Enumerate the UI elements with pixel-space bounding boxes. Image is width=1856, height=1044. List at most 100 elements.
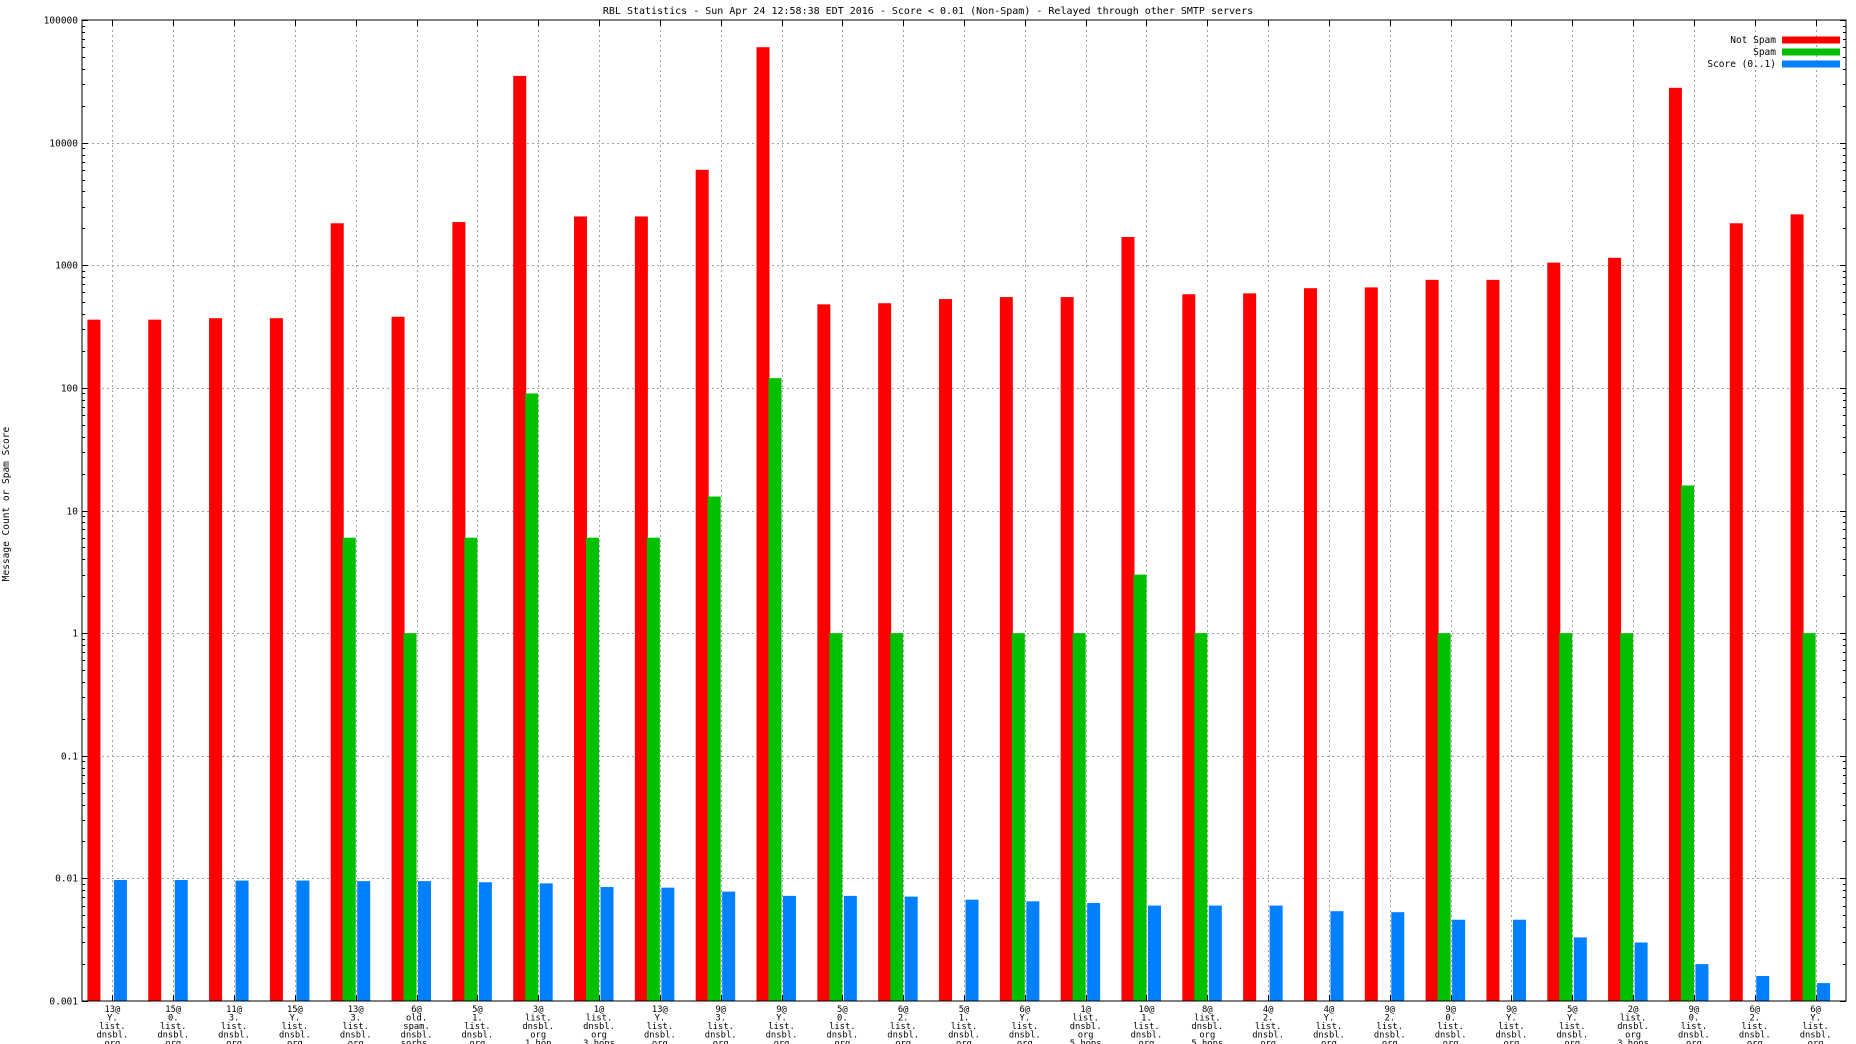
bar-spam — [1802, 633, 1816, 1001]
legend-label: Spam — [1753, 47, 1776, 58]
bar-not-spam — [999, 297, 1013, 1001]
bar-spam — [525, 393, 539, 1001]
legend-swatch — [1782, 36, 1840, 44]
y-tick-label: 10 — [67, 507, 79, 518]
bar-spam — [586, 537, 600, 1001]
bar-score-0-1 — [1147, 905, 1161, 1001]
y-tick-label: 1000 — [55, 261, 78, 272]
y-tick-label: 10000 — [49, 139, 78, 150]
bar-spam — [768, 378, 782, 1001]
bar-score-0-1 — [1330, 911, 1344, 1001]
bar-not-spam — [634, 216, 648, 1001]
bars-layer — [87, 47, 1831, 1002]
y-tick-label: 100 — [61, 384, 78, 395]
bar-score-0-1 — [1634, 942, 1648, 1001]
legend-label: Score (0..1) — [1707, 59, 1776, 70]
legend-label: Not Spam — [1730, 35, 1776, 46]
bar-not-spam — [1729, 223, 1743, 1001]
bar-not-spam — [574, 216, 588, 1001]
bar-spam — [1437, 633, 1451, 1001]
grid-layer — [82, 20, 1846, 1001]
bar-not-spam — [1060, 297, 1074, 1001]
bar-not-spam — [1668, 87, 1682, 1002]
bar-score-0-1 — [1573, 937, 1587, 1001]
bar-score-0-1 — [296, 880, 310, 1001]
bar-score-0-1 — [722, 891, 736, 1001]
bar-spam — [1011, 633, 1025, 1001]
x-tick-label: 1@ list. dnsbl. org 3 hops — [583, 1005, 615, 1044]
bar-spam — [1559, 633, 1573, 1001]
bar-score-0-1 — [1087, 902, 1101, 1001]
y-tick-label: 0.01 — [55, 874, 78, 885]
y-axis-label: Message Count or Spam Score — [1, 427, 12, 582]
bar-spam — [707, 496, 721, 1001]
bar-not-spam — [1425, 279, 1439, 1001]
bar-spam — [1133, 574, 1147, 1001]
bar-score-0-1 — [661, 887, 675, 1001]
bar-not-spam — [452, 222, 466, 1002]
bar-spam — [403, 633, 417, 1001]
bar-score-0-1 — [174, 879, 188, 1001]
bar-not-spam — [148, 319, 162, 1001]
bar-score-0-1 — [1208, 905, 1222, 1001]
bar-not-spam — [1486, 279, 1500, 1001]
bar-not-spam — [1790, 214, 1804, 1001]
y-tick-label: 100000 — [44, 16, 79, 27]
bar-score-0-1 — [478, 882, 492, 1001]
bar-not-spam — [87, 319, 101, 1001]
bar-not-spam — [209, 318, 223, 1002]
x-tick-label: 8@ list. dnsbl. org 5 hops — [1191, 1005, 1223, 1044]
chart-title: RBL Statistics - Sun Apr 24 12:58:38 EDT… — [603, 6, 1253, 17]
bar-score-0-1 — [1269, 905, 1283, 1001]
bar-not-spam — [1608, 257, 1622, 1002]
x-tick-label: 6@old.spam.dnsbl.sorbs.net5 hops — [401, 1005, 433, 1044]
bar-not-spam — [513, 75, 527, 1002]
bar-not-spam — [1547, 262, 1561, 1001]
bar-spam — [1680, 485, 1694, 1001]
bar-score-0-1 — [1512, 919, 1526, 1001]
bar-score-0-1 — [904, 896, 918, 1001]
bar-not-spam — [330, 223, 344, 1001]
bar-score-0-1 — [965, 899, 979, 1001]
bar-score-0-1 — [1452, 919, 1466, 1001]
bar-score-0-1 — [357, 881, 371, 1001]
y-axis-ticks: 0.001 0.01 0.1 1 10 100 1000 10000 100000 — [44, 16, 1846, 1008]
bar-not-spam — [695, 169, 709, 1001]
bar-not-spam — [817, 304, 831, 1002]
bar-not-spam — [1364, 287, 1378, 1001]
bar-not-spam — [878, 303, 892, 1001]
bar-score-0-1 — [539, 883, 553, 1001]
bar-score-0-1 — [600, 887, 614, 1001]
bar-not-spam — [756, 47, 770, 1001]
bar-not-spam — [269, 318, 283, 1002]
bar-spam — [342, 537, 356, 1001]
bar-score-0-1 — [1756, 975, 1770, 1001]
y-tick-label: 1 — [72, 629, 78, 640]
bar-spam — [1194, 633, 1208, 1001]
bar-not-spam — [939, 299, 952, 1001]
x-tick-label: 2@ list. dnsbl. org 3 hops — [1617, 1005, 1649, 1044]
bar-score-0-1 — [783, 895, 797, 1001]
bar-spam — [829, 633, 843, 1001]
y-tick-label: 0.001 — [49, 997, 78, 1008]
